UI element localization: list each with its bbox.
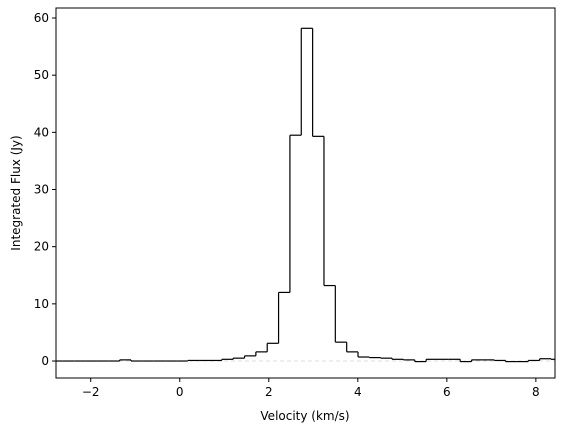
x-tick-label: 4 — [354, 385, 362, 399]
plot-area — [56, 27, 555, 363]
y-tick-label: 20 — [34, 240, 49, 254]
x-tick-label: 0 — [176, 385, 184, 399]
x-tick-label: −2 — [82, 385, 100, 399]
y-tick-label: 10 — [34, 297, 49, 311]
y-tick-label: 40 — [34, 125, 49, 139]
y-axis-label: Integrated Flux (Jy) — [9, 135, 23, 250]
axes-frame — [55, 7, 556, 379]
x-tick-label: 6 — [443, 385, 451, 399]
x-tick-label: 8 — [532, 385, 540, 399]
x-axis-label: Velocity (km/s) — [260, 409, 349, 423]
y-tick-label: 60 — [34, 11, 49, 25]
x-tick-label: 2 — [265, 385, 273, 399]
y-tick-label: 30 — [34, 183, 49, 197]
y-tick-label: 0 — [41, 354, 49, 368]
y-tick-label: 50 — [34, 68, 49, 82]
